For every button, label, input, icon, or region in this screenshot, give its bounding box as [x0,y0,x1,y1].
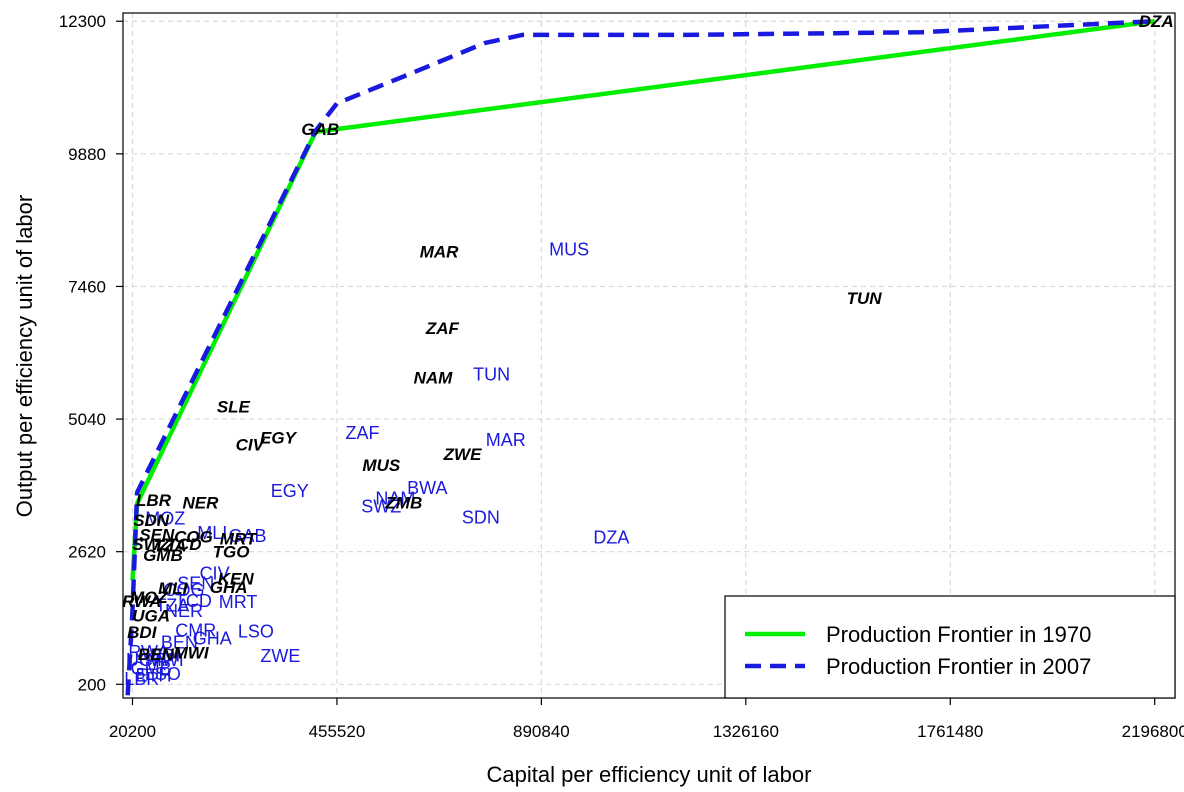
label-2007-swz: SWZ [361,497,401,517]
label-2007-lbr: LBR [124,669,159,689]
label-2007-mrt: MRT [219,592,258,612]
label-1970-lbr: LBR [136,491,172,510]
y-tick-label: 2620 [68,543,106,562]
label-2007-moz: MOZ [145,508,185,528]
x-tick-label: 2196800 [1122,722,1184,741]
plot-frame [122,12,1176,699]
label-2007-bwa: BWA [407,478,447,498]
x-tick-label: 455520 [309,722,366,741]
label-2007-ner: NER [165,601,203,621]
legend-label-1970: Production Frontier in 1970 [826,622,1091,647]
label-1970-sle: SLE [217,397,251,416]
y-tick-label: 5040 [68,410,106,429]
y-tick-label: 200 [78,675,106,694]
label-1970-tun: TUN [847,289,883,308]
label-2007-cmr: CMR [175,621,216,641]
label-1970-mli: MLI [158,579,189,598]
label-2007-ben: BEN [161,633,198,653]
label-1970-dza: DZA [1139,12,1174,31]
y-tick-label: 9880 [68,145,106,164]
label-1970-ken: KEN [218,570,255,589]
label-2007-cog: COG [164,580,205,600]
x-tick-label: 1761480 [917,722,983,741]
label-2007-tun: TUN [473,365,510,385]
label-1970-gmb: GMB [143,546,183,565]
y-axis: 200 2620 5040 7460 9880 12300 [59,12,123,694]
label-1970-bdi: BDI [127,623,158,642]
label-2007-gab: GAB [228,526,266,546]
label-1970-civ: CIV [236,435,266,454]
label-2007-tcd: TCD [175,591,212,611]
label-1970-zwe: ZWE [443,445,482,464]
label-1970-mrt: MRT [220,530,258,549]
label-1970-rwa: RWA [122,592,161,611]
label-2007-egy: EGY [271,481,309,501]
label-1970-sdn: SDN [133,511,170,530]
grid [123,13,1175,698]
label-1970-zmb: ZMB [384,493,422,512]
label-1970-mus: MUS [362,456,400,475]
x-tick-label: 1326160 [713,722,779,741]
label-2007-sdn: SDN [462,508,500,528]
label-2007-mus: MUS [549,240,589,260]
label-2007-eth: ETH [136,666,172,686]
label-1970-zaf: ZAF [425,319,460,338]
x-tick-label: 890840 [513,722,570,741]
x-axis-title: Capital per efficiency unit of labor [487,762,812,787]
label-1970-ben: BEN [138,645,175,664]
label-1970-ner: NER [183,493,220,512]
label-2007-bdi: BDI [150,645,180,665]
label-2007-nam: NAM [375,489,415,509]
legend-label-2007: Production Frontier in 2007 [826,654,1091,679]
label-2007-uga: UGA [126,650,165,670]
label-1970-mar: MAR [420,242,459,261]
y-tick-label: 7460 [68,277,106,296]
label-2007-gha: GHA [193,628,232,648]
label-1970-uga: UGA [132,606,170,625]
label-1970-nam: NAM [414,368,454,387]
legend-box [724,595,1176,699]
label-1970-swz: SWZ [132,535,170,554]
label-2007-mli: MLI [197,523,227,543]
y-tick-label: 12300 [59,12,106,31]
label-2007-lso: LSO [145,664,181,684]
label-1970-mwi: MWI [174,644,210,663]
label-1970-egy: EGY [260,429,298,448]
label-2007-zaf: ZAF [346,423,380,443]
x-axis: 20200 455520 890840 1326160 1761480 2196800 [109,698,1184,741]
label-1970-tcd: TCD [167,535,202,554]
label-1970-cog: COG [174,527,213,546]
label-2007-civ: CIV [200,564,230,584]
label-2007-mwi: MWI [147,650,184,670]
label-2007-dza: DZA [593,527,629,547]
label-1970-gha: GHA [210,578,248,597]
legend: Production Frontier in 1970 Production F… [724,595,1176,699]
label-1970-moz: MOZ [130,588,168,607]
label-1970-tgo: TGO [213,543,250,562]
label-2007-tza: TZA [155,595,189,615]
label-1970-gab: GAB [301,120,339,139]
label-1970-tza: TZA [153,537,186,556]
label-2007-mar: MAR [486,430,526,450]
y-axis-title: Output per efficiency unit of labor [12,195,37,517]
frontier-2007-line [125,18,1155,696]
label-2007-sen: SEN [177,573,214,593]
label-2007-lso: LSO [238,622,274,642]
label-2007-rwa: RWA [128,642,169,662]
label-2007-zwe: ZWE [260,646,300,666]
label-1970-sen: SEN [139,526,175,545]
x-tick-label: 20200 [109,722,156,741]
frontier-lines [125,18,1155,696]
label-2007-gmb: GMB [131,658,172,678]
